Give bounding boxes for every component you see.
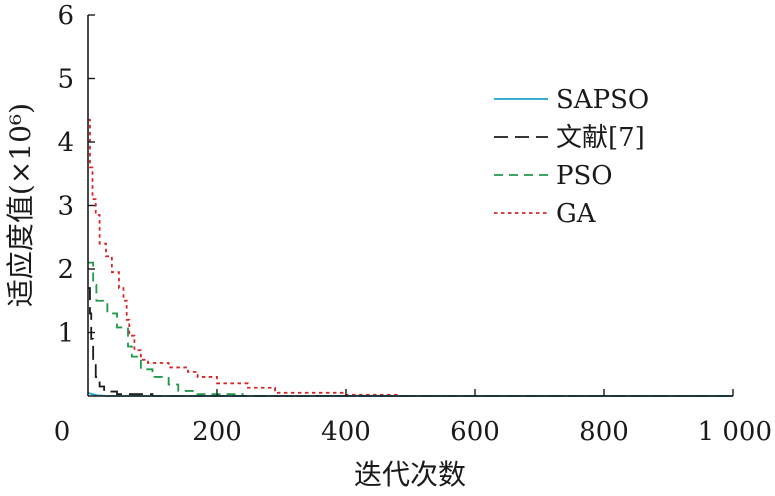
y-tick-label: 1: [57, 319, 74, 349]
series-line-ga: [88, 118, 733, 397]
y-tick-label: 2: [57, 255, 74, 285]
plot-area: [87, 118, 733, 397]
y-tick-label: 4: [57, 128, 74, 158]
legend-label: 文献[7]: [556, 123, 645, 153]
x-tick-label: 400: [321, 417, 371, 447]
series-line-pso: [88, 261, 733, 397]
x-tick-label: 1 000: [698, 417, 772, 447]
x-tick-label: 600: [450, 417, 500, 447]
axes: 1 2 3 4 5 6 0 200 400 600 800 1 000: [54, 1, 772, 447]
x-tick-label: 200: [192, 417, 242, 447]
x-axis-title: 迭代次数: [354, 458, 466, 491]
y-tick-label: 5: [57, 65, 74, 95]
legend: SAPSO 文献[7] PSO GA: [494, 85, 649, 229]
series-line-7: [88, 287, 733, 397]
x-tick-label: 0: [54, 417, 71, 447]
x-tick-label: 800: [579, 417, 629, 447]
y-tick-label: 3: [57, 192, 74, 222]
y-tick-label: 6: [57, 1, 74, 31]
legend-label: GA: [556, 199, 597, 229]
y-axis-title: 适应度值(×10⁶): [4, 103, 37, 307]
legend-label: PSO: [556, 161, 613, 191]
legend-label: SAPSO: [556, 85, 649, 115]
